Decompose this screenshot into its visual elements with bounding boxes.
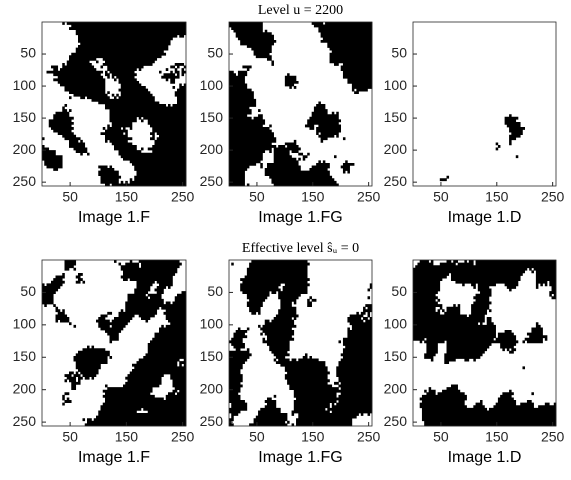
binary-image <box>42 22 187 187</box>
y-tick-label: 100 <box>13 77 37 93</box>
y-tick-label: 50 <box>391 45 407 61</box>
y-tick-label: 250 <box>384 413 408 429</box>
x-tick-label: 250 <box>541 429 565 445</box>
y-tick-label: 200 <box>13 380 37 396</box>
x-tick-label: 250 <box>357 189 381 205</box>
y-tick-label: 200 <box>384 380 408 396</box>
y-tick-label: 50 <box>391 283 407 299</box>
x-tick-label: 150 <box>301 429 325 445</box>
x-tick-label: 150 <box>115 189 139 205</box>
x-axis-label: Image 1.D <box>448 449 522 466</box>
x-axis-label: Image 1.D <box>448 209 522 226</box>
y-tick-label: 200 <box>200 141 224 157</box>
y-tick-label: 200 <box>13 141 37 157</box>
x-tick-label: 150 <box>485 429 509 445</box>
axes-frame <box>412 21 557 187</box>
binary-image <box>413 260 557 427</box>
y-tick-label: 200 <box>384 141 408 157</box>
y-tick-label: 50 <box>20 283 36 299</box>
y-tick-label: 250 <box>13 173 37 189</box>
y-tick-label: 100 <box>13 316 37 332</box>
x-tick-label: 250 <box>171 189 195 205</box>
y-tick-label: 200 <box>200 380 224 396</box>
axes-frame <box>228 259 373 427</box>
x-tick-label: 50 <box>62 189 78 205</box>
binary-image <box>229 260 373 427</box>
x-axis-label: Image 1.F <box>78 449 150 466</box>
y-tick-label: 100 <box>200 77 224 93</box>
axes-frame <box>412 259 557 427</box>
x-axis-label: Image 1.F <box>78 209 150 226</box>
y-tick-label: 100 <box>384 316 408 332</box>
y-tick-label: 150 <box>200 348 224 364</box>
y-tick-label: 250 <box>200 413 224 429</box>
x-tick-label: 250 <box>171 429 195 445</box>
x-tick-label: 50 <box>433 189 449 205</box>
x-tick-label: 250 <box>357 429 381 445</box>
x-tick-label: 250 <box>541 189 565 205</box>
axes-frame <box>41 21 187 187</box>
panel-title: Level u = 2200 <box>258 3 343 18</box>
panel-title: Effective level ŝᵤ = 0 <box>242 241 359 256</box>
axes-frame <box>228 21 373 187</box>
x-axis-label: Image 1.FG <box>258 449 342 466</box>
binary-image <box>42 260 187 427</box>
x-tick-label: 150 <box>485 189 509 205</box>
y-tick-label: 250 <box>384 173 408 189</box>
y-tick-label: 50 <box>207 283 223 299</box>
axes-frame <box>41 259 187 427</box>
x-tick-label: 50 <box>62 429 78 445</box>
y-tick-label: 150 <box>13 109 37 125</box>
y-tick-label: 100 <box>384 77 408 93</box>
y-tick-label: 50 <box>207 45 223 61</box>
x-tick-label: 50 <box>433 429 449 445</box>
y-tick-label: 150 <box>384 348 408 364</box>
x-tick-label: 50 <box>249 429 265 445</box>
x-tick-label: 150 <box>301 189 325 205</box>
x-tick-label: 50 <box>249 189 265 205</box>
y-tick-label: 100 <box>200 316 224 332</box>
y-tick-label: 50 <box>20 45 36 61</box>
x-tick-label: 150 <box>115 429 139 445</box>
binary-image <box>229 22 373 187</box>
image-background <box>413 22 556 186</box>
y-tick-label: 150 <box>384 109 408 125</box>
y-tick-label: 250 <box>13 413 37 429</box>
y-tick-label: 250 <box>200 173 224 189</box>
x-axis-label: Image 1.FG <box>258 209 342 226</box>
y-tick-label: 150 <box>200 109 224 125</box>
y-tick-label: 150 <box>13 348 37 364</box>
